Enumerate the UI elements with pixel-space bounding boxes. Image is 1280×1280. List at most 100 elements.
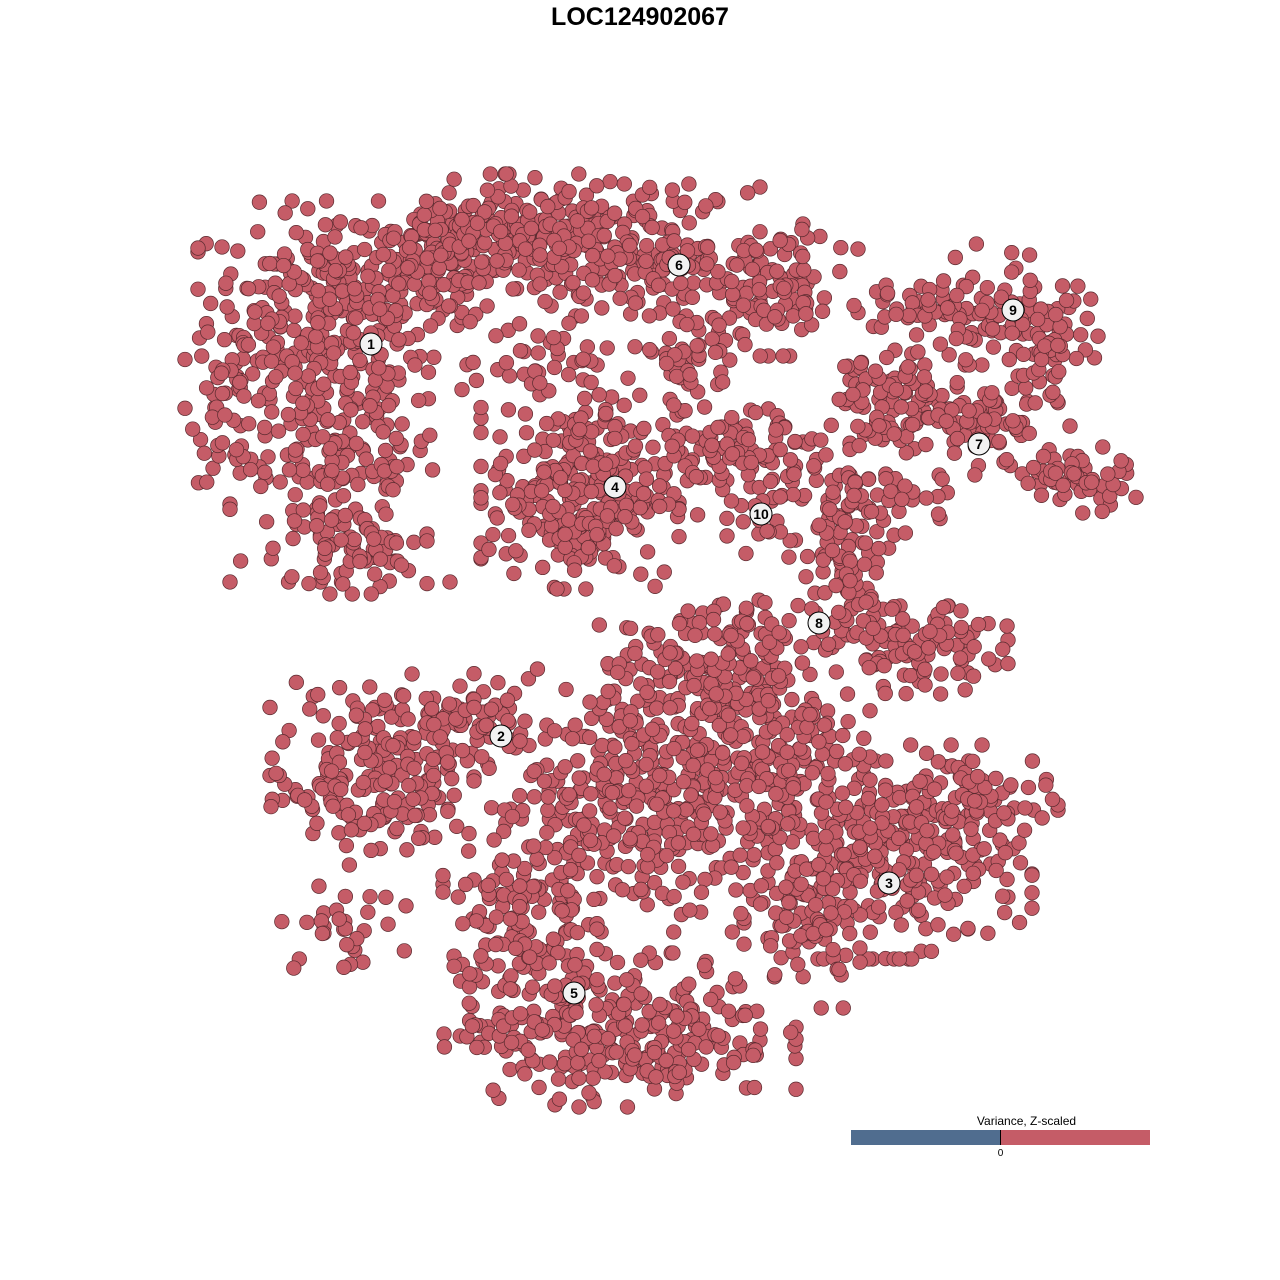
data-point xyxy=(332,214,349,230)
data-point xyxy=(739,615,755,632)
data-point xyxy=(471,275,487,291)
data-point xyxy=(704,437,720,453)
data-point xyxy=(286,960,302,976)
data-point xyxy=(813,1000,829,1016)
data-point xyxy=(571,847,587,863)
data-point xyxy=(284,193,300,209)
data-point xyxy=(1000,655,1016,672)
data-point xyxy=(1048,306,1064,323)
data-point xyxy=(988,770,1004,787)
data-point xyxy=(946,445,963,461)
data-point xyxy=(517,1066,533,1082)
data-point xyxy=(418,193,435,209)
data-point xyxy=(458,876,474,893)
data-point xyxy=(738,545,754,562)
data-point xyxy=(335,576,351,592)
data-point xyxy=(687,627,703,643)
data-point xyxy=(204,409,221,425)
data-point xyxy=(512,788,528,804)
data-point xyxy=(375,246,391,263)
data-point xyxy=(862,703,878,719)
data-point xyxy=(177,400,193,416)
data-point xyxy=(852,839,868,855)
data-point xyxy=(970,616,987,633)
data-point xyxy=(199,474,215,490)
data-point xyxy=(512,878,528,894)
data-point xyxy=(589,921,605,937)
data-point xyxy=(1058,292,1075,309)
data-point xyxy=(778,909,795,925)
data-point xyxy=(589,527,605,543)
data-point xyxy=(947,249,963,266)
data-point xyxy=(473,948,489,964)
data-point xyxy=(1045,384,1061,400)
data-point xyxy=(658,355,675,372)
data-point xyxy=(401,777,417,794)
data-point xyxy=(521,522,537,538)
data-point xyxy=(632,387,648,403)
data-point xyxy=(527,442,543,458)
data-point xyxy=(683,787,699,803)
data-point xyxy=(362,398,378,414)
data-point xyxy=(353,220,369,236)
data-point xyxy=(455,916,471,932)
data-point xyxy=(666,803,682,819)
data-point xyxy=(685,757,701,774)
data-point xyxy=(594,300,610,316)
data-point xyxy=(461,825,477,842)
data-point xyxy=(446,787,462,803)
data-point xyxy=(449,818,465,835)
data-point xyxy=(435,867,451,884)
data-point xyxy=(500,402,517,418)
data-point xyxy=(381,760,398,776)
data-point xyxy=(473,399,489,416)
data-point xyxy=(540,198,556,215)
data-point xyxy=(540,789,556,805)
data-point xyxy=(337,888,354,905)
data-point xyxy=(1021,247,1038,263)
data-point xyxy=(1025,459,1042,476)
data-point xyxy=(344,586,360,602)
data-point xyxy=(793,639,809,655)
data-point xyxy=(682,367,698,383)
data-point xyxy=(424,462,441,478)
data-point xyxy=(815,871,832,887)
data-point xyxy=(901,307,917,324)
data-point xyxy=(776,280,792,297)
data-point xyxy=(512,1006,529,1022)
data-point xyxy=(372,301,388,317)
data-point xyxy=(594,737,610,754)
data-point xyxy=(502,1061,518,1078)
data-point xyxy=(504,808,521,825)
data-point xyxy=(326,345,342,361)
data-point xyxy=(1024,900,1040,916)
data-point xyxy=(772,232,788,249)
data-point xyxy=(786,466,802,482)
data-point xyxy=(930,917,946,933)
data-point xyxy=(527,170,543,186)
data-point xyxy=(910,902,927,918)
data-point xyxy=(517,241,534,257)
data-point xyxy=(865,620,881,637)
data-point xyxy=(506,565,522,582)
data-point xyxy=(1020,779,1037,796)
data-point xyxy=(607,267,623,284)
data-point xyxy=(705,611,722,628)
data-point xyxy=(995,641,1011,657)
data-point xyxy=(483,701,500,717)
data-point xyxy=(780,816,796,832)
data-point xyxy=(768,786,784,802)
data-point xyxy=(845,386,861,403)
data-point xyxy=(526,789,543,805)
data-point xyxy=(310,315,326,331)
data-point xyxy=(315,429,331,445)
data-point xyxy=(870,899,887,915)
data-point xyxy=(940,300,956,316)
data-point xyxy=(1090,328,1106,344)
data-point xyxy=(619,1099,636,1115)
data-point xyxy=(981,651,997,667)
data-point xyxy=(677,194,693,210)
data-point xyxy=(523,220,540,236)
data-point xyxy=(469,1039,485,1056)
data-point xyxy=(897,478,913,494)
